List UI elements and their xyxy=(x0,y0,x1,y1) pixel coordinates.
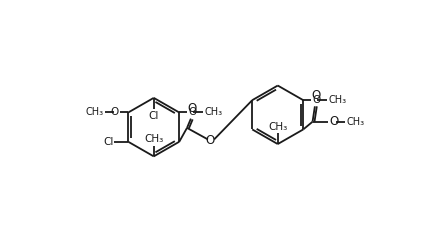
Text: CH₃: CH₃ xyxy=(85,108,103,118)
Text: CH₃: CH₃ xyxy=(204,108,222,118)
Text: O: O xyxy=(111,108,119,118)
Text: Cl: Cl xyxy=(148,111,159,121)
Text: O: O xyxy=(187,102,196,115)
Text: O: O xyxy=(312,95,321,105)
Text: O: O xyxy=(329,115,339,128)
Text: CH₃: CH₃ xyxy=(268,122,287,132)
Text: O: O xyxy=(206,134,215,147)
Text: Cl: Cl xyxy=(103,137,114,147)
Text: O: O xyxy=(189,108,197,118)
Text: CH₃: CH₃ xyxy=(347,117,365,127)
Text: CH₃: CH₃ xyxy=(144,134,163,144)
Text: O: O xyxy=(311,89,320,102)
Text: CH₃: CH₃ xyxy=(328,95,346,105)
